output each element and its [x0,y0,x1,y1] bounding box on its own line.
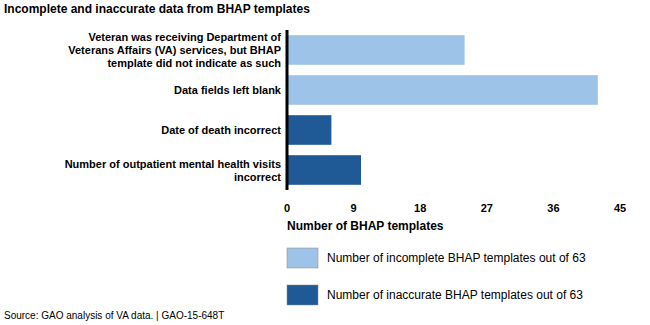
source: Source: GAO analysis of VA data. | GAO-1… [4,310,224,321]
legend-label: Number of incomplete BHAP templates out … [327,251,586,265]
tick-label: 9 [351,202,357,214]
tick-label: 45 [614,202,626,214]
category-label: Data fields left blank [174,84,282,96]
bar [287,155,361,185]
category-label-line: Veteran was receiving Department of [88,31,281,43]
legend-label: Number of inaccurate BHAP templates out … [327,288,583,302]
chart: Incomplete and inaccurate data from BHAP… [0,0,650,325]
legend-swatch [287,285,318,305]
tick-label: 18 [414,202,426,214]
title: Incomplete and inaccurate data from BHAP… [4,2,310,16]
category-label: Number of outpatient mental health visit… [65,158,282,183]
bar [287,75,598,105]
category-label-line: Data fields left blank [174,84,282,96]
tick-label: 36 [547,202,559,214]
bar [287,35,465,65]
tick-label: 0 [284,202,290,214]
category-label-line: Date of death incorrect [161,124,281,136]
category-label: Veteran was receiving Department ofVeter… [68,31,281,69]
bar [287,115,331,145]
category-label: Date of death incorrect [161,124,281,136]
axis-label: Number of BHAP templates [287,219,444,233]
tick-label: 27 [481,202,493,214]
category-label-line: Number of outpatient mental health visit… [65,158,281,170]
category-label-line: incorrect [234,171,281,183]
axis-line [286,30,289,190]
legend-swatch [287,248,318,268]
category-label-line: template did not indicate as such [107,57,281,69]
bars [287,35,598,185]
category-label-line: Veterans Affairs (VA) services, but BHAP [68,44,281,56]
